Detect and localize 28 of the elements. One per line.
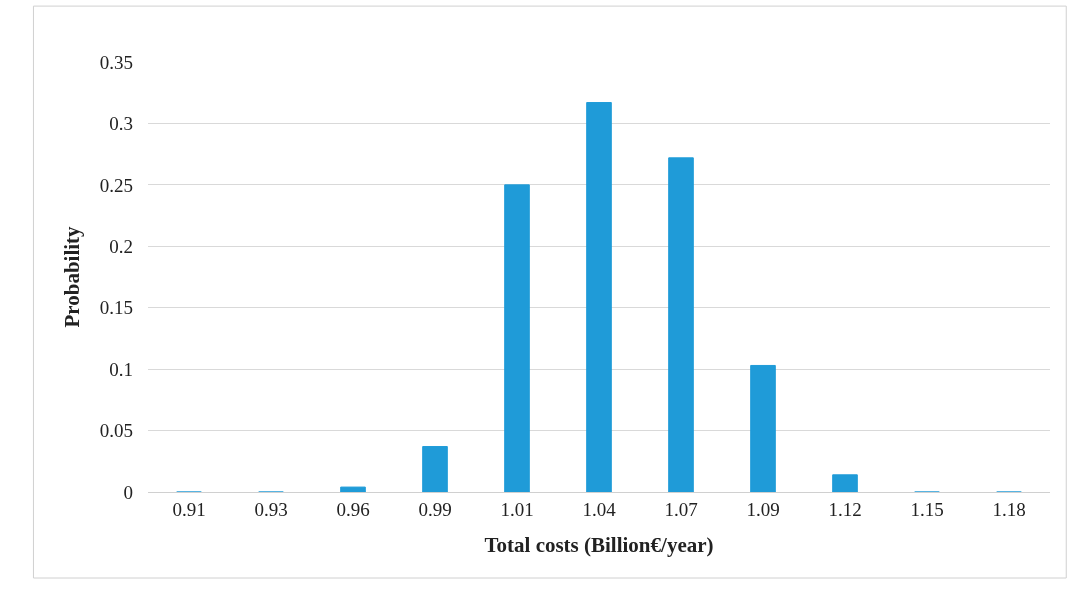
bar	[750, 364, 776, 492]
bar	[422, 446, 448, 492]
bar	[668, 157, 694, 492]
y-tick-label: 0.25	[99, 174, 133, 196]
x-tick-label: 1.09	[746, 498, 780, 520]
x-tick-label: 1.12	[828, 498, 862, 520]
x-tick-label: 1.07	[664, 498, 698, 520]
bar	[586, 102, 612, 492]
y-tick-label: 0.2	[109, 235, 133, 257]
bar	[504, 184, 530, 492]
x-tick-label: 0.91	[172, 498, 206, 520]
bar	[340, 486, 366, 492]
y-tick-label: 0.15	[99, 297, 133, 319]
y-tick-label: 0.1	[109, 358, 133, 380]
x-tick-label: 1.15	[910, 498, 944, 520]
y-tick-label: 0.35	[99, 51, 133, 73]
x-tick-label: 0.96	[336, 498, 370, 520]
x-tick-label: 0.99	[418, 498, 452, 520]
x-tick-label: 1.04	[582, 498, 617, 520]
y-tick-label: 0.3	[109, 113, 133, 135]
y-tick-label: 0	[123, 481, 133, 503]
bar	[832, 474, 858, 492]
y-tick-label: 0.05	[99, 420, 133, 442]
x-axis-title: Total costs (Billion€/year)	[484, 533, 714, 557]
y-axis-title: Probability	[59, 225, 84, 328]
x-tick-label: 1.18	[992, 498, 1026, 520]
x-tick-label: 0.93	[254, 498, 288, 520]
x-tick-label: 1.01	[500, 498, 534, 520]
